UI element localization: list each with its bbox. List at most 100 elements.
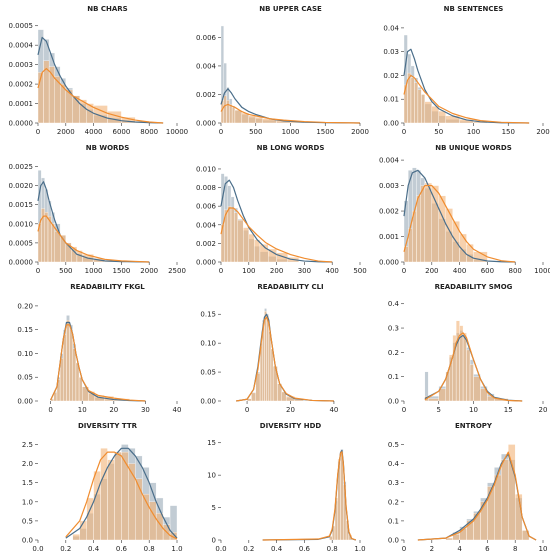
x-axis: 0.0 0.2 0.4 0.6 0.8 1.0: [215, 540, 366, 553]
x-tick-label: 0: [402, 267, 406, 275]
histogram-bar: [59, 358, 64, 402]
histogram-bar: [100, 448, 108, 541]
histogram-bar: [466, 243, 474, 263]
histogram-bar: [78, 377, 83, 402]
kde-line-blue: [37, 36, 164, 124]
histogram-svg: NB LONG WORDS0.0000.0020.0040.0060.0080.…: [196, 144, 367, 275]
histogram-bars-orange: [72, 448, 178, 541]
x-tick-label: 1500: [112, 267, 130, 275]
histogram-bar: [169, 532, 178, 541]
y-tick-label: 0.0002: [9, 81, 34, 89]
histogram-bar: [508, 444, 516, 541]
x-tick-label: 300: [298, 267, 311, 275]
y-tick-label: 0.0025: [9, 163, 34, 171]
histogram-bar: [473, 376, 481, 402]
x-tick-label: 5: [437, 406, 441, 414]
histogram-bars-orange: [445, 444, 530, 541]
x-tick-label: 0.2: [243, 545, 254, 553]
y-tick-label: 0.00: [17, 398, 33, 406]
y-axis: 0.0 0.5 1.0 1.5 2.0 2.5: [22, 441, 38, 545]
x-tick-label: 40: [173, 406, 182, 414]
kde-line-orange: [50, 324, 146, 402]
histogram-bars-orange: [246, 311, 304, 402]
y-tick-label: 0.0003: [9, 61, 34, 69]
y-tick-label: 0.2: [388, 349, 399, 357]
histogram-bar: [466, 349, 471, 402]
histogram-bar: [230, 207, 235, 263]
y-tick-label: 5: [212, 504, 216, 512]
x-tick-label: 200: [425, 267, 438, 275]
histogram-bar: [128, 463, 136, 541]
histogram-bar: [231, 107, 236, 124]
chart-title: ENTROPY: [455, 422, 493, 430]
kde-line-blue: [220, 179, 333, 263]
x-tick-label: 8000: [140, 128, 158, 136]
histogram-panel: NB UPPER CASE 0.000 0.002 0.004 0.006 0 500 100…: [183, 0, 369, 139]
histogram-bar: [37, 72, 44, 124]
x-tick-label: 0: [402, 128, 406, 136]
histogram-bar: [248, 115, 256, 124]
x-tick-label: 500: [353, 267, 366, 275]
histogram-bar: [72, 534, 80, 541]
x-tick-label: 0: [402, 545, 406, 553]
y-axis: 0.0 0.1 0.2 0.3 0.4: [388, 300, 404, 406]
kde-line-orange: [417, 451, 537, 541]
histogram-bar: [226, 99, 230, 124]
chart-title: NB SENTENCES: [444, 5, 504, 13]
y-tick-label: 0.0020: [9, 182, 34, 190]
x-tick-label: 2: [430, 545, 434, 553]
histogram-bar: [268, 331, 272, 402]
y-tick-label: 0.4: [388, 300, 400, 308]
histogram-bar: [255, 117, 263, 124]
y-tick-label: 0.004: [196, 62, 217, 70]
x-tick-label: 30: [141, 406, 150, 414]
histogram-bar: [234, 212, 238, 263]
chart-title: READABILITY FKGL: [70, 283, 145, 291]
x-tick-label: 8: [513, 545, 517, 553]
histogram-bars-orange: [424, 320, 509, 402]
histogram-bar: [438, 388, 446, 402]
x-axis: 0 20 40: [245, 401, 338, 414]
histogram-bar: [149, 501, 157, 541]
x-axis: 0 100 200 300 400 500: [219, 262, 367, 275]
y-tick-label: 0.000: [379, 259, 399, 267]
histogram-bar: [455, 320, 460, 402]
x-axis: 0 2000 4000 6000 8000 10000: [36, 123, 188, 136]
histogram-svg: DIVERSITY HDD 0 5 10 15 0.0 0.2 0.4 0.6 0.8 1.0: [207, 422, 366, 553]
y-tick-label: 0.10: [17, 350, 33, 358]
x-tick-label: 10000: [166, 128, 188, 136]
y-tick-label: 0: [212, 537, 216, 545]
chart-title: NB CHARS: [87, 5, 127, 13]
x-tick-label: 2000: [140, 267, 158, 275]
x-tick-label: 0: [245, 406, 249, 414]
histogram-panel: ENTROPY 0.0 0.1 0.2 0.3 0.4 0.5 0 2 4 6 8 10: [366, 417, 549, 556]
x-tick-label: 0: [36, 267, 40, 275]
x-tick-label: 20: [109, 406, 118, 414]
histogram-bar: [266, 315, 269, 402]
histogram-bar: [107, 459, 115, 541]
chart-title: NB UNIQUE WORDS: [435, 144, 512, 152]
histogram-bar: [223, 95, 227, 124]
kde-line-orange: [236, 316, 334, 402]
histogram-svg: READABILITY FKGL 0.00 0.05 0.10 0.15 0.20 0 10 2…: [17, 283, 182, 414]
y-tick-label: 0.002: [196, 240, 216, 248]
histogram-bars-orange: [220, 95, 326, 124]
histogram-bar: [494, 474, 502, 541]
histogram-panel: NB WORDS 0.0000 0.0005 0.0010 0.0015 0.0020 0.…: [0, 139, 186, 278]
histogram-panel: READABILITY CLI 0.00 0.05 0.10 0.15 0 20 40: [183, 278, 366, 417]
histogram-bar: [54, 231, 61, 263]
y-tick-label: 0.004: [379, 157, 400, 165]
histogram-panel: READABILITY FKGL 0.00 0.05 0.10 0.15 0.20 0 10 2…: [0, 278, 183, 417]
chart-title: READABILITY SMOG: [435, 283, 513, 291]
y-tick-label: 1.5: [22, 479, 33, 487]
x-tick-label: 4000: [85, 128, 103, 136]
x-tick-label: 0.0: [215, 545, 226, 553]
histogram-bar: [254, 239, 261, 263]
histogram-bar: [428, 398, 439, 402]
y-tick-label: 0.4: [388, 460, 400, 468]
histogram-bar: [60, 83, 66, 124]
y-tick-label: 0.0: [22, 537, 33, 545]
y-tick-label: 0.002: [379, 208, 399, 216]
histogram-panel: READABILITY SMOG 0.0 0.1 0.2 0.3 0.4 0 5 10 15 20: [366, 278, 549, 417]
